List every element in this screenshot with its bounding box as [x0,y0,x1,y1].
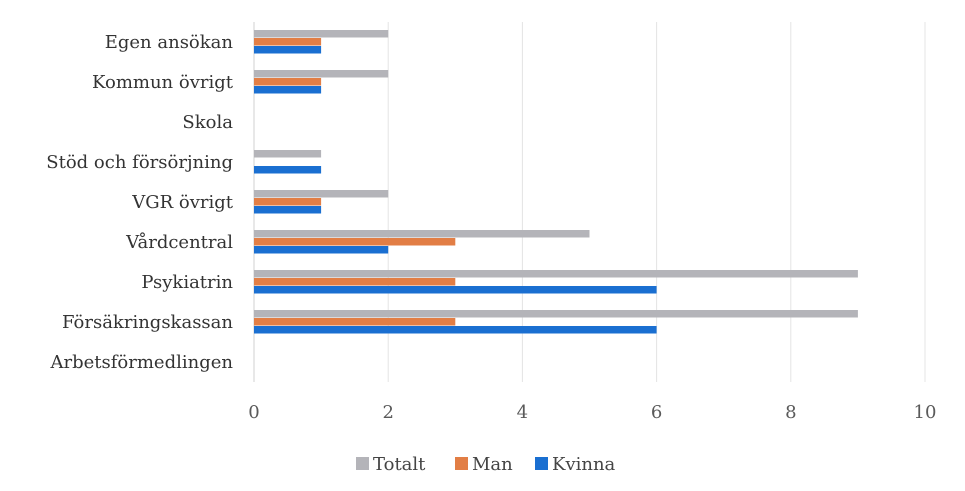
category-label: Skola [182,112,233,133]
bar-totalt-4 [254,190,389,198]
category-label: VGR övrigt [131,192,234,213]
category-label: Vårdcentral [125,231,233,253]
x-tick-label: 0 [248,402,259,423]
bar-totalt-1 [254,70,389,78]
legend-label-man: Man [472,454,513,475]
bar-kvinna-4 [254,206,322,214]
category-label: Psykiatrin [141,272,233,293]
bar-totalt-5 [254,230,590,238]
category-labels: Egen ansökan Kommun övrigt Skola Stöd och f… [46,32,233,373]
category-label: Försäkringskassan [62,312,233,333]
x-tick-label: 6 [651,402,662,423]
legend-label-totalt: Totalt [373,454,426,475]
category-label: Arbetsförmedlingen [50,352,234,373]
bar-man-5 [254,238,456,246]
bar-kvinna-6 [254,286,657,294]
bar-man-4 [254,198,322,206]
bar-totalt-6 [254,270,858,278]
legend-label-kvinna: Kvinna [552,454,616,475]
legend-swatch-man [455,457,468,470]
bar-kvinna-1 [254,86,322,94]
category-label: Stöd och försörjning [46,152,233,173]
legend-swatch-kvinna [535,457,548,470]
bar-totalt-7 [254,310,858,318]
bar-series [254,30,858,334]
bar-kvinna-0 [254,46,322,54]
x-tick-label: 2 [382,402,393,423]
bar-totalt-3 [254,150,322,158]
bar-man-7 [254,318,456,326]
bar-man-0 [254,38,322,46]
legend: Totalt Man Kvinna [356,454,616,475]
bar-kvinna-7 [254,326,657,334]
x-tick-label: 4 [517,402,528,423]
x-tick-labels: 0 2 4 6 8 10 [248,402,936,423]
bar-kvinna-3 [254,166,322,174]
bar-kvinna-5 [254,246,389,254]
category-label: Kommun övrigt [92,72,234,93]
category-label: Egen ansökan [105,32,234,53]
x-tick-label: 10 [914,402,937,423]
legend-swatch-totalt [356,457,369,470]
x-tick-label: 8 [785,402,796,423]
bar-man-6 [254,278,456,286]
bar-totalt-0 [254,30,389,38]
bar-man-1 [254,78,322,86]
